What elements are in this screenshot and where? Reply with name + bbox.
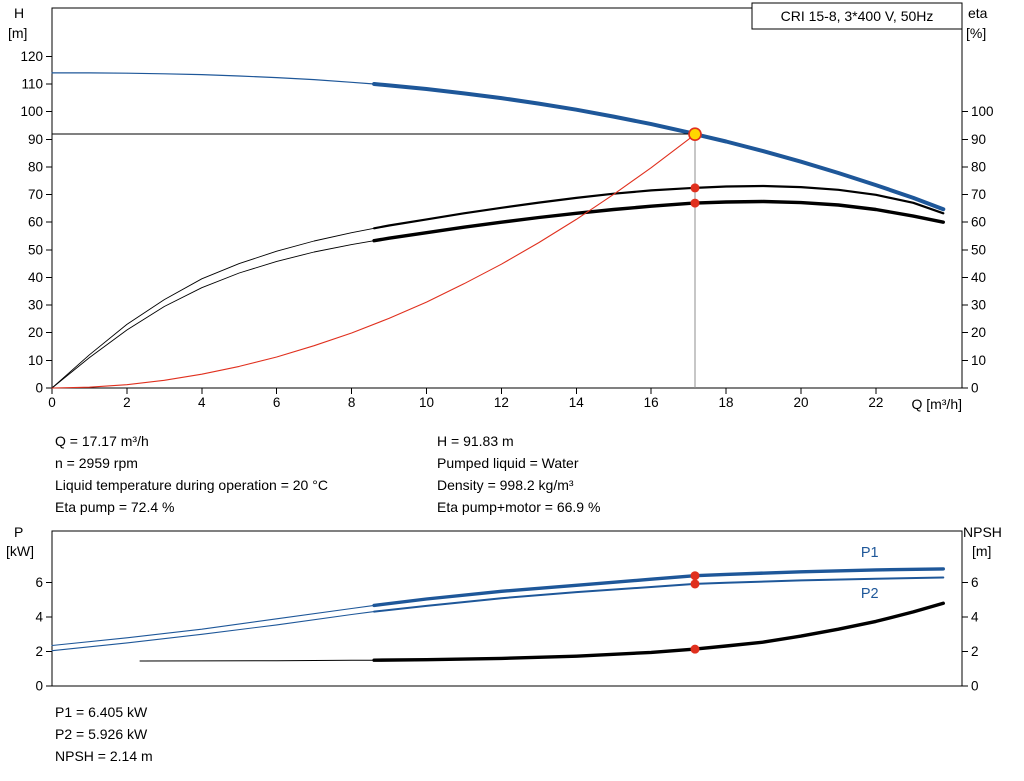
y-left-tick-label: 100	[20, 104, 43, 119]
y-right-tick-label: 100	[971, 104, 994, 119]
y-right-axis-label: eta	[968, 5, 988, 21]
npsh-value: NPSH = 2.14 m	[55, 748, 153, 764]
y-right-tick-label: 0	[971, 381, 979, 396]
p2-curve-thin	[51, 576, 944, 652]
x-tick-label: 12	[494, 395, 509, 410]
y-left-tick-label: 110	[21, 77, 43, 92]
y-left-tick-label: 80	[28, 159, 43, 174]
y-left-axis-label: H	[14, 5, 24, 21]
x-tick-label: 20	[793, 395, 808, 410]
eta-pump-value: Eta pump = 72.4 %	[55, 499, 175, 515]
y-left-tick-label: 6	[35, 575, 43, 590]
duty-marker-dot	[690, 579, 700, 589]
y-right-tick-label: 50	[971, 242, 986, 257]
x-tick-label: 16	[644, 395, 659, 410]
y-right-tick-label: 80	[971, 159, 986, 174]
duty-info-panel: Q = 17.17 m³/h n = 2959 rpm Liquid tempe…	[0, 430, 1024, 520]
p2-value: P2 = 5.926 kW	[55, 726, 148, 742]
duty-info-left: Q = 17.17 m³/h n = 2959 rpm Liquid tempe…	[55, 430, 328, 518]
speed-value: n = 2959 rpm	[55, 455, 138, 471]
duty-marker-dot	[690, 644, 700, 654]
y-right-tick-label: 30	[971, 298, 986, 313]
x-tick-label: 6	[273, 395, 281, 410]
y-right-axis-label: NPSH	[963, 524, 1002, 540]
head-value: H = 91.83 m	[437, 433, 514, 449]
y-right-tick-label: 70	[971, 187, 986, 202]
duty-marker-dot	[690, 198, 700, 208]
y-left-axis-label: [kW]	[6, 543, 34, 559]
y-right-tick-label: 2	[971, 644, 979, 659]
y-right-tick-label: 4	[971, 610, 979, 625]
y-right-tick-label: 10	[971, 353, 986, 368]
power-info-panel: P1 = 6.405 kW P2 = 5.926 kW NPSH = 2.14 …	[55, 701, 153, 767]
y-right-tick-label: 20	[971, 325, 986, 340]
y-left-tick-label: 20	[28, 325, 43, 340]
y-left-tick-label: 4	[35, 610, 43, 625]
x-tick-label: 2	[123, 395, 131, 410]
y-left-tick-label: 0	[35, 381, 43, 396]
y-left-tick-label: 30	[28, 298, 43, 313]
y-right-tick-label: 6	[971, 575, 979, 590]
density-value: Density = 998.2 kg/m³	[437, 477, 574, 493]
eta-pump-curve-thin	[51, 185, 944, 389]
x-axis-label: Q [m³/h]	[911, 396, 962, 412]
eta-pump-curve	[373, 184, 945, 230]
duty-marker-dot	[690, 571, 700, 581]
system-curve-thin	[51, 133, 696, 389]
y-right-tick-label: 90	[971, 132, 986, 147]
p1-value: P1 = 6.405 kW	[55, 704, 148, 720]
y-right-tick-label: 0	[971, 679, 979, 694]
y-left-tick-label: 10	[28, 353, 43, 368]
p2-curve	[373, 576, 945, 613]
y-left-tick-label: 120	[20, 49, 43, 64]
y-right-axis-label: [%]	[966, 25, 986, 41]
power-npsh-chart: 0 2 4 6 0 2 4 6 P1 P2 P [kW] NPSH [m]	[6, 524, 1002, 694]
y-left-tick-label: 90	[28, 132, 43, 147]
pumped-liquid-value: Pumped liquid = Water	[437, 455, 579, 471]
y-left-axis-label: P	[14, 524, 23, 540]
y-left-tick-label: 2	[35, 644, 43, 659]
hq-eta-chart: 0102030405060708090100110120010203040506…	[8, 2, 994, 412]
eta-pump-motor-curve	[372, 199, 945, 243]
y-left-tick-label: 70	[28, 187, 43, 202]
y-left-tick-label: 50	[28, 242, 43, 257]
y-right-tick-label: 40	[971, 270, 986, 285]
eta-pump-motor-value: Eta pump+motor = 66.9 %	[437, 499, 601, 515]
x-tick-label: 10	[419, 395, 434, 410]
duty-marker-dot	[690, 183, 700, 193]
hq-curve	[372, 82, 946, 212]
plot-frame	[51, 7, 963, 389]
y-left-axis-label: [m]	[8, 25, 27, 41]
flow-value: Q = 17.17 m³/h	[55, 433, 149, 449]
plot-frame	[51, 530, 963, 687]
duty-info-right: H = 91.83 m Pumped liquid = Water Densit…	[437, 430, 600, 518]
x-tick-label: 0	[48, 395, 56, 410]
liquid-temperature-value: Liquid temperature during operation = 20…	[55, 477, 328, 493]
x-tick-label: 14	[569, 395, 585, 410]
series-label-p2: P2	[861, 586, 879, 602]
x-tick-label: 22	[868, 395, 883, 410]
y-right-tick-label: 60	[971, 215, 986, 230]
pump-name: CRI 15-8, 3*400 V, 50Hz	[781, 8, 934, 24]
x-tick-label: 8	[348, 395, 356, 410]
y-right-axis-label: [m]	[972, 543, 991, 559]
x-tick-label: 18	[719, 395, 734, 410]
y-left-tick-label: 40	[28, 270, 43, 285]
duty-point[interactable]	[688, 127, 702, 142]
p1-curve	[372, 567, 945, 608]
npsh-curve	[372, 601, 945, 662]
pump-name-box	[751, 2, 963, 30]
y-left-tick-label: 0	[35, 679, 43, 694]
y-left-tick-label: 60	[28, 215, 43, 230]
eta-pump-motor-curve-thin	[51, 201, 944, 389]
series-label-p1: P1	[861, 545, 879, 561]
x-tick-label: 4	[198, 395, 206, 410]
